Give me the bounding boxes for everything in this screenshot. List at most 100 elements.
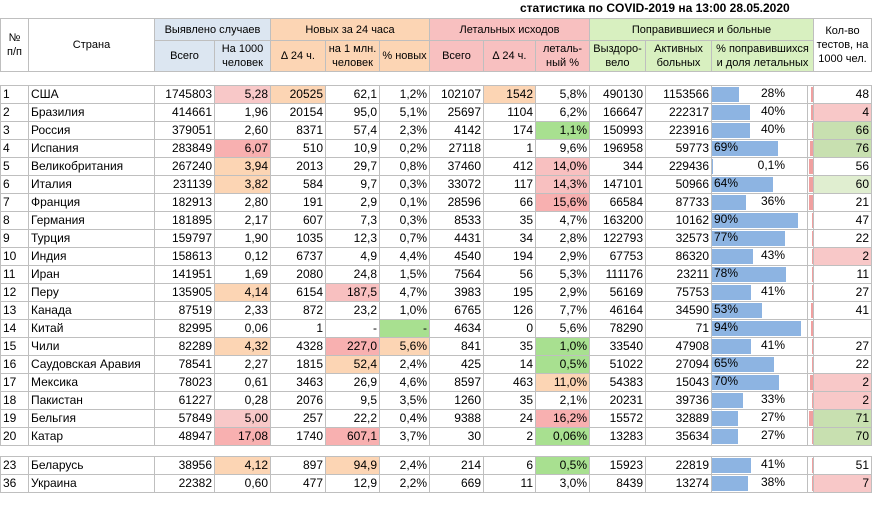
country-name: Украина — [28, 474, 155, 493]
new-pct: 2,4% — [379, 456, 430, 475]
table-row: 10 Индия 158613 0,12 6737 4,9 4,4% 4540 194 2,9% 6… — [0, 247, 872, 266]
lethal-share-bar — [811, 105, 813, 120]
cases-total: 61227 — [154, 391, 215, 410]
deaths-d24: 2 — [483, 427, 536, 446]
header-new-pct: % новых — [379, 40, 430, 72]
table-row: 4 Испания 283849 6,07 510 10,9 0,2% 27118 1 9,6% 1… — [0, 139, 872, 158]
recovered-count: 111176 — [589, 265, 646, 284]
lethal-share-cell — [807, 283, 814, 302]
cases-per1000: 0,06 — [214, 319, 271, 338]
lethal-share-cell — [807, 139, 814, 158]
new-pct: 5,6% — [379, 337, 430, 356]
row-num: 18 — [0, 391, 29, 410]
lethal-share-bar — [812, 231, 813, 246]
lethal-share-cell — [807, 373, 814, 392]
recovered-pct-label: 27% — [760, 410, 785, 424]
recovered-pct-cell: 43% — [711, 247, 808, 266]
lethal-pct: 15,6% — [535, 193, 590, 212]
lethal-share-bar — [812, 429, 813, 444]
header-new24: Новых за 24 часа — [270, 18, 430, 41]
deaths-total: 425 — [429, 355, 484, 374]
recovered-pct-bar — [712, 321, 802, 336]
cases-per1000: 5,00 — [214, 409, 271, 428]
header-cases-per1000: На 1000 человек — [214, 40, 271, 72]
recovered-pct-label: 38% — [760, 475, 785, 489]
active-count: 223916 — [645, 121, 712, 140]
recovered-count: 78290 — [589, 319, 646, 338]
tests-per1000: 4 — [813, 103, 872, 122]
header-new-d24: ∆ 24 ч. — [270, 40, 326, 72]
recovered-pct-bar — [712, 231, 786, 246]
recovered-pct-bar — [712, 267, 787, 282]
row-num: 3 — [0, 121, 29, 140]
new-d24: 872 — [270, 301, 326, 320]
country-name: США — [28, 85, 155, 104]
row-num: 7 — [0, 193, 29, 212]
deaths-d24: 14 — [483, 355, 536, 374]
cases-per1000: 1,69 — [214, 265, 271, 284]
new-pct: 0,3% — [379, 175, 430, 194]
lethal-pct: 1,1% — [535, 121, 590, 140]
cases-per1000: 1,90 — [214, 229, 271, 248]
tests-per1000: 56 — [813, 157, 872, 176]
recovered-pct-cell: 41% — [711, 456, 808, 475]
country-name: Иран — [28, 265, 155, 284]
deaths-d24: 66 — [483, 193, 536, 212]
header-new-per1m: на 1 млн. человек — [325, 40, 380, 72]
lethal-share-bar — [812, 249, 813, 264]
lethal-share-cell — [807, 427, 814, 446]
new-pct: 1,5% — [379, 265, 430, 284]
cases-total: 135905 — [154, 283, 215, 302]
recovered-pct-cell: 64% — [711, 175, 808, 194]
table-row: 14 Китай 82995 0,06 1- -4634 0 5,6% 78290 71 94% — [0, 319, 872, 338]
country-name: Россия — [28, 121, 155, 140]
deaths-d24: 35 — [483, 211, 536, 230]
row-num: 13 — [0, 301, 29, 320]
header-recovered: Поправившиеся и больные — [589, 18, 814, 41]
cases-total: 379051 — [154, 121, 215, 140]
deaths-total: 25697 — [429, 103, 484, 122]
new-d24: 2076 — [270, 391, 326, 410]
row-num: 11 — [0, 265, 29, 284]
deaths-total: 8597 — [429, 373, 484, 392]
active-count: 39736 — [645, 391, 712, 410]
recovered-pct-label: 77% — [714, 230, 739, 244]
deaths-d24: 34 — [483, 229, 536, 248]
spacer-row — [0, 445, 872, 457]
recovered-count: 147101 — [589, 175, 646, 194]
header-deaths-total: Всего — [429, 40, 484, 72]
cases-total: 182913 — [154, 193, 215, 212]
recovered-pct-label: 69% — [714, 140, 739, 154]
lethal-pct: 6,2% — [535, 103, 590, 122]
header-cases-total: Всего — [154, 40, 215, 72]
cases-total: 267240 — [154, 157, 215, 176]
lethal-share-bar — [812, 458, 813, 473]
new-per1m: 26,9 — [325, 373, 380, 392]
recovered-count: 15923 — [589, 456, 646, 475]
cases-per1000: 1,96 — [214, 103, 271, 122]
recovered-count: 46164 — [589, 301, 646, 320]
lethal-pct: 5,8% — [535, 85, 590, 104]
lethal-share-bar — [811, 267, 813, 282]
cases-total: 158613 — [154, 247, 215, 266]
deaths-total: 841 — [429, 337, 484, 356]
active-count: 229436 — [645, 157, 712, 176]
recovered-count: 166647 — [589, 103, 646, 122]
recovered-pct-label: 41% — [760, 457, 785, 471]
lethal-pct: 5,3% — [535, 265, 590, 284]
recovered-pct-bar — [712, 195, 747, 210]
recovered-count: 122793 — [589, 229, 646, 248]
country-name: Мексика — [28, 373, 155, 392]
header-rec-recovered: Выздоро-вело — [589, 40, 646, 72]
new-per1m: 22,2 — [325, 409, 380, 428]
lethal-share-bar — [811, 321, 813, 336]
cases-total: 78541 — [154, 355, 215, 374]
recovered-pct-bar — [712, 87, 739, 102]
header-deaths-pct: леталь-ный % — [535, 40, 590, 72]
deaths-total: 214 — [429, 456, 484, 475]
country-name: Испания — [28, 139, 155, 158]
table-row: 20 Катар 48947 17,08 1740 607,1 3,7% 30 2 0,06% 13… — [0, 427, 872, 446]
new-d24: 1740 — [270, 427, 326, 446]
deaths-d24: 117 — [483, 175, 536, 194]
deaths-total: 9388 — [429, 409, 484, 428]
